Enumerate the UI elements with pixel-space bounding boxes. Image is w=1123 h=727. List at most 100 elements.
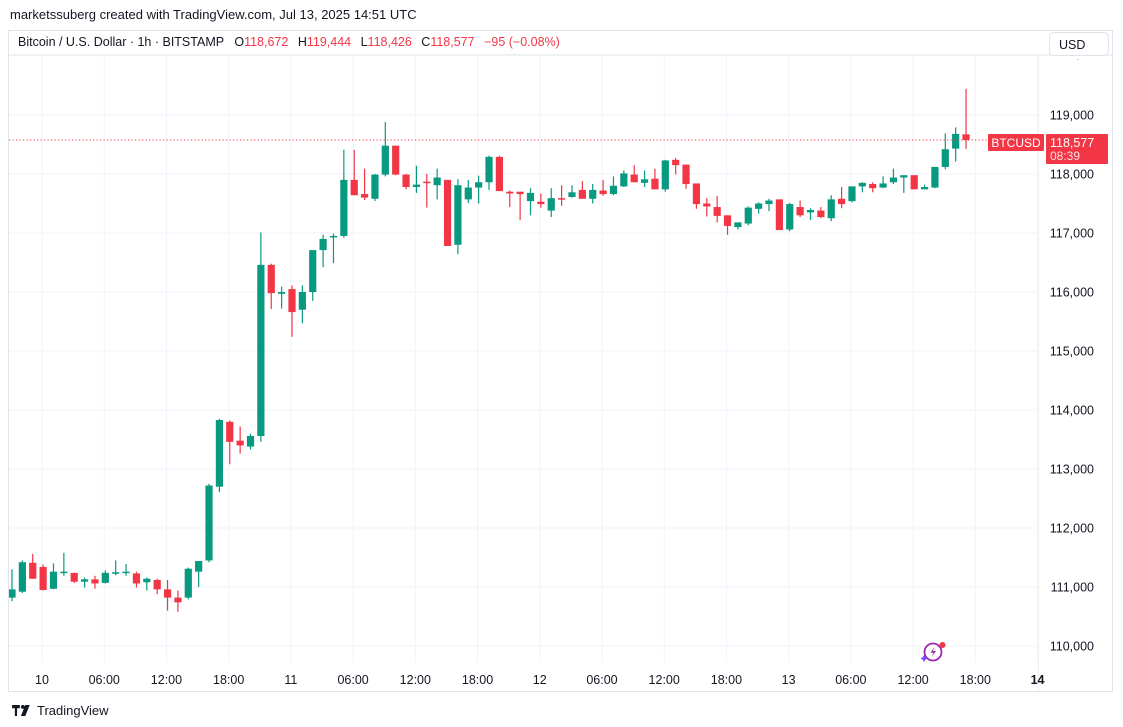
candle[interactable]	[454, 179, 462, 255]
candle[interactable]	[661, 159, 669, 192]
candle[interactable]	[475, 175, 483, 204]
candle[interactable]	[547, 188, 555, 218]
candle[interactable]	[101, 570, 109, 584]
candle[interactable]	[153, 578, 161, 595]
candle[interactable]	[485, 155, 493, 190]
candle[interactable]	[879, 176, 887, 189]
candle[interactable]	[246, 433, 255, 450]
candle[interactable]	[589, 184, 597, 204]
candle[interactable]	[640, 170, 649, 187]
candle[interactable]	[817, 207, 825, 219]
candle[interactable]	[962, 88, 970, 149]
candle[interactable]	[132, 571, 141, 588]
candle[interactable]	[775, 199, 783, 231]
candle[interactable]	[371, 174, 379, 202]
candle[interactable]	[848, 186, 856, 203]
candle[interactable]	[70, 572, 78, 583]
currency-button[interactable]: USD	[1049, 32, 1109, 56]
footer-brand[interactable]: TradingView	[12, 703, 109, 718]
candle[interactable]	[920, 184, 929, 190]
candle[interactable]	[651, 168, 659, 190]
candle[interactable]	[827, 195, 835, 222]
candle[interactable]	[443, 179, 452, 246]
candlestick-series[interactable]	[9, 88, 970, 612]
candle[interactable]	[298, 285, 306, 324]
candle[interactable]	[734, 222, 742, 230]
candle[interactable]	[609, 176, 618, 196]
y-axis[interactable]: 110,000 111,000 112,000 113,000 114,000 115,0…	[9, 109, 1094, 654]
candle[interactable]	[806, 208, 815, 221]
candle[interactable]	[143, 577, 151, 591]
candle[interactable]	[537, 193, 545, 208]
candle[interactable]	[723, 215, 732, 235]
candle[interactable]	[9, 569, 16, 602]
candle[interactable]	[599, 179, 607, 196]
candle[interactable]	[39, 564, 47, 591]
candle[interactable]	[91, 575, 99, 589]
candle[interactable]	[941, 133, 949, 170]
candle[interactable]	[184, 567, 192, 600]
candle[interactable]	[163, 579, 172, 611]
price-chart[interactable]: 110,000 111,000 112,000 113,000 114,000 115,0…	[9, 31, 1113, 691]
candle[interactable]	[205, 483, 213, 563]
candle[interactable]	[350, 149, 358, 196]
candle[interactable]	[900, 175, 908, 193]
candle[interactable]	[869, 182, 877, 193]
candle[interactable]	[195, 561, 203, 587]
candle[interactable]	[381, 122, 389, 177]
candle[interactable]	[506, 190, 514, 208]
candle[interactable]	[931, 166, 939, 189]
x-axis[interactable]: 10 06:00 12:00 18:00 11 06:00 12:00 18:00 12 06:0…	[35, 55, 1045, 687]
candle[interactable]	[692, 183, 701, 209]
candle[interactable]	[236, 426, 244, 454]
candle[interactable]	[257, 232, 265, 442]
candle[interactable]	[464, 179, 472, 203]
candle[interactable]	[744, 206, 752, 226]
candle[interactable]	[672, 158, 680, 175]
candle[interactable]	[755, 202, 763, 214]
candle[interactable]	[112, 560, 120, 576]
candle[interactable]	[423, 174, 431, 208]
candle[interactable]	[858, 182, 866, 193]
ai-sparkle-icon[interactable]	[920, 642, 946, 662]
candle[interactable]	[329, 233, 338, 264]
candle[interactable]	[558, 185, 566, 206]
candle[interactable]	[786, 202, 794, 232]
candle[interactable]	[29, 553, 37, 579]
candle[interactable]	[412, 165, 421, 193]
candle[interactable]	[952, 127, 960, 162]
candle[interactable]	[578, 181, 586, 199]
candle[interactable]	[516, 191, 524, 221]
candle[interactable]	[319, 234, 327, 268]
candle[interactable]	[215, 418, 223, 493]
candle[interactable]	[340, 149, 348, 238]
candle[interactable]	[267, 263, 275, 310]
candle[interactable]	[392, 145, 400, 176]
candle[interactable]	[568, 185, 576, 198]
candle[interactable]	[433, 168, 441, 200]
candle[interactable]	[278, 286, 286, 309]
candle[interactable]	[910, 175, 918, 190]
candle[interactable]	[796, 200, 804, 218]
candle[interactable]	[49, 563, 58, 590]
candle[interactable]	[703, 198, 711, 217]
candle[interactable]	[226, 420, 234, 465]
candle[interactable]	[360, 168, 369, 200]
candle[interactable]	[18, 560, 26, 593]
candle[interactable]	[174, 590, 182, 612]
candle[interactable]	[682, 164, 690, 189]
candle[interactable]	[402, 174, 410, 190]
candle[interactable]	[288, 285, 296, 337]
candle[interactable]	[495, 155, 503, 192]
candle[interactable]	[620, 170, 628, 187]
candle[interactable]	[122, 563, 130, 576]
candle[interactable]	[526, 188, 535, 216]
candle[interactable]	[309, 250, 317, 301]
candle[interactable]	[838, 186, 846, 209]
candle[interactable]	[713, 195, 721, 223]
candle[interactable]	[889, 168, 898, 185]
candle[interactable]	[60, 552, 68, 576]
candle[interactable]	[765, 198, 773, 212]
candle[interactable]	[80, 577, 89, 588]
candle[interactable]	[630, 165, 638, 183]
